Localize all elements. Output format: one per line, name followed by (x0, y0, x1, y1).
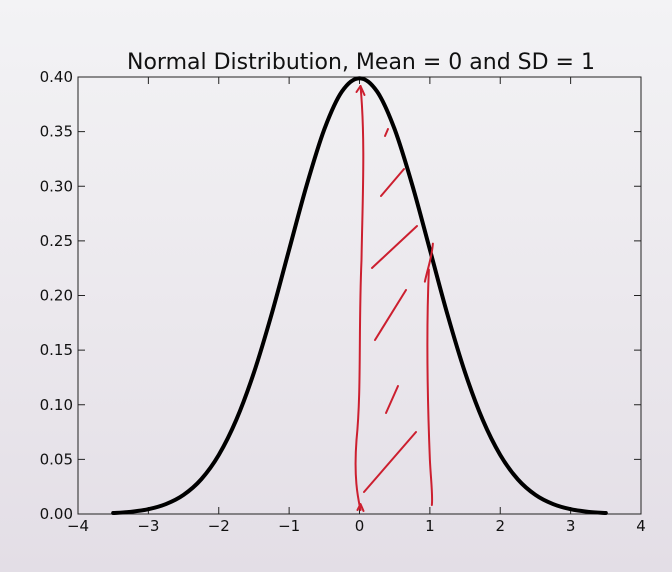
annotation-left-line (354, 85, 365, 511)
x-tick-label: −2 (208, 517, 230, 535)
x-tick-label: 2 (495, 517, 505, 535)
y-tick-label: 0.40 (40, 68, 73, 86)
x-tick-label: 3 (566, 517, 576, 535)
axis-ticks: −4 −3 −2 −1 0 1 2 3 4 0.00 0.05 0.10 0.15 0.20 0.25 0.3… (40, 68, 646, 535)
annotation-hatch (385, 385, 399, 414)
x-tick-label: 0 (355, 517, 365, 535)
y-tick-label: 0.00 (40, 505, 73, 523)
annotation-hatch (371, 225, 418, 269)
y-tick-label: 0.05 (40, 450, 73, 468)
annotation-hatch (363, 431, 417, 493)
hand-drawn-annotation (354, 85, 434, 512)
annotation-hatch (374, 289, 407, 341)
annotation-hatch (380, 168, 405, 197)
x-tick-label: 1 (425, 517, 435, 535)
annotation-right-line (426, 268, 434, 506)
y-tick-label: 0.35 (40, 123, 73, 141)
chart-title: Normal Distribution, Mean = 0 and SD = 1 (127, 50, 595, 75)
y-tick-label: 0.20 (40, 287, 73, 305)
x-tick-label: −4 (67, 517, 89, 535)
series-layer (111, 76, 608, 516)
annotation-left-hook (355, 85, 366, 96)
series-line (111, 76, 608, 516)
x-tick-label: 4 (636, 517, 646, 535)
y-tick-label: 0.30 (40, 177, 73, 195)
annotation-left-foot (356, 503, 365, 512)
annotation-right-hook (423, 242, 434, 283)
x-tick-label: −3 (137, 517, 159, 535)
x-tick-label: −1 (278, 517, 300, 535)
y-tick-label: 0.15 (40, 341, 73, 359)
y-tick-label: 0.25 (40, 232, 73, 250)
annotation-hatch (384, 128, 389, 137)
y-tick-label: 0.10 (40, 396, 73, 414)
